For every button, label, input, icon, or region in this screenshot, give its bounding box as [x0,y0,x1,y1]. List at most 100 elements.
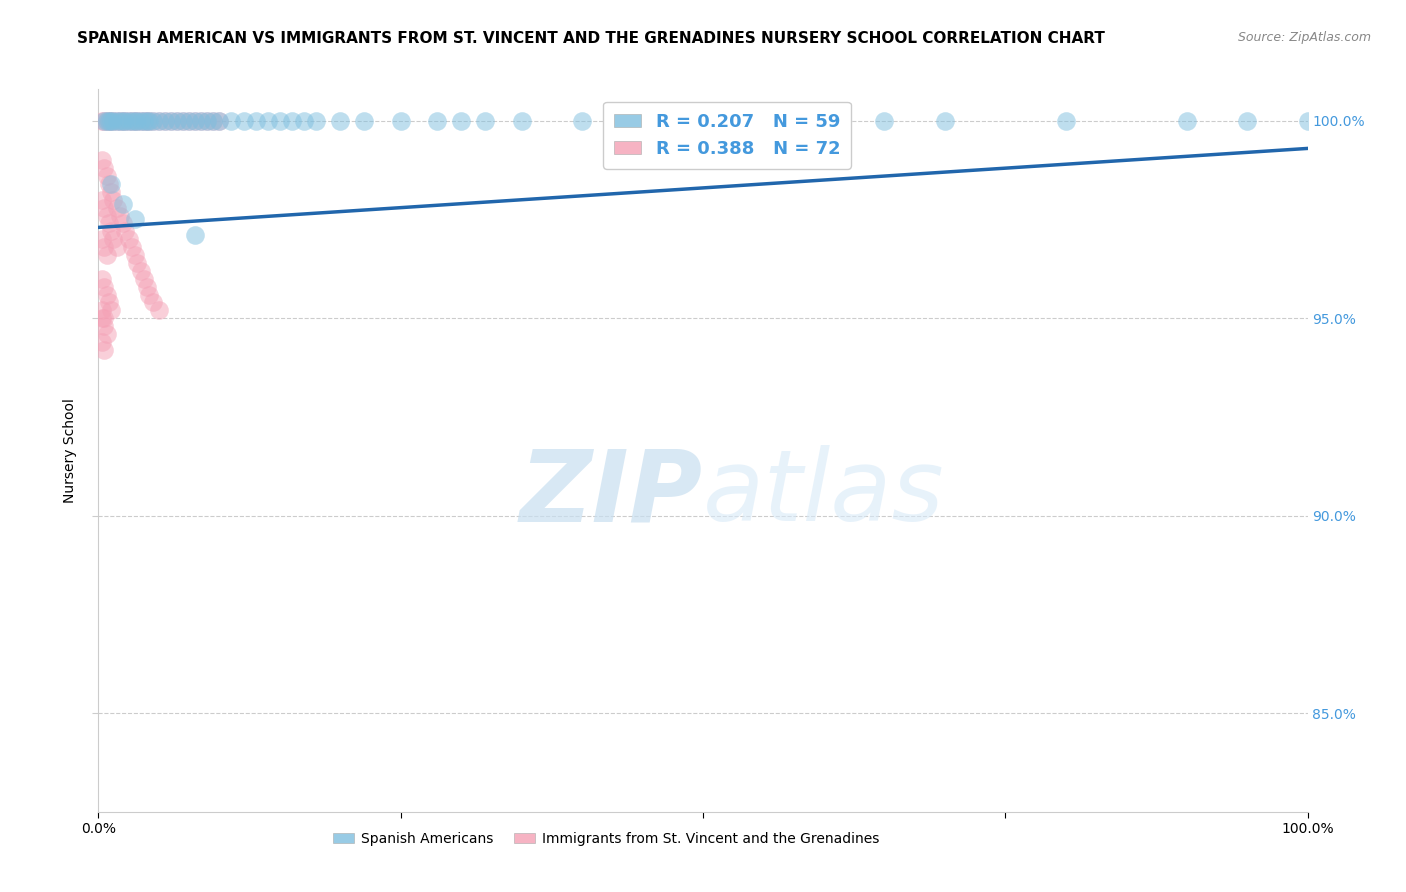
Point [93,113,115,128]
Point [114,113,136,128]
Point [142,113,165,128]
Point [148,303,170,318]
Point [98,295,121,310]
Point [934,113,956,128]
Point [166,113,188,128]
Point [813,113,835,128]
Point [153,113,176,128]
Point [269,113,291,128]
Point [127,113,149,128]
Point [1054,113,1077,128]
Point [153,113,176,128]
Point [118,113,141,128]
Point [127,256,149,270]
Point [121,113,143,128]
Point [100,303,122,318]
Point [135,113,157,128]
Point [1296,113,1319,128]
Point [134,113,156,128]
Point [256,113,278,128]
Point [135,113,157,128]
Point [93,161,115,176]
Point [91,193,114,207]
Point [100,113,122,128]
Point [138,113,160,128]
Point [100,177,122,191]
Point [124,113,146,128]
Point [184,113,207,128]
Point [221,113,243,128]
Point [91,334,114,349]
Point [172,113,194,128]
Point [127,113,149,128]
Point [101,113,124,128]
Point [96,287,118,301]
Point [571,113,593,128]
Point [245,113,267,128]
Point [96,209,118,223]
Point [184,228,207,243]
Point [105,201,128,215]
Point [202,113,225,128]
Point [202,113,225,128]
Point [190,113,212,128]
Point [752,113,775,128]
Point [124,248,146,262]
Y-axis label: Nursery School: Nursery School [63,398,77,503]
Point [138,113,160,128]
Point [91,271,114,285]
Point [96,248,118,262]
Point [292,113,315,128]
Point [93,279,115,293]
Point [142,295,165,310]
Point [93,319,115,334]
Point [98,113,121,128]
Point [134,113,156,128]
Point [873,113,896,128]
Point [98,113,121,128]
Legend: Spanish Americans, Immigrants from St. Vincent and the Grenadines: Spanish Americans, Immigrants from St. V… [328,827,884,852]
Point [426,113,449,128]
Point [111,113,134,128]
Point [114,224,136,238]
Point [91,303,114,318]
Point [160,113,183,128]
Point [105,113,128,128]
Point [195,113,218,128]
Point [305,113,328,128]
Point [692,113,714,128]
Point [172,113,194,128]
Point [195,113,218,128]
Point [232,113,254,128]
Point [93,113,115,128]
Point [148,113,170,128]
Point [129,113,152,128]
Point [118,113,141,128]
Point [1175,113,1198,128]
Point [135,279,157,293]
Point [124,212,146,227]
Point [148,113,170,128]
Point [100,185,122,199]
Point [105,113,128,128]
Text: SPANISH AMERICAN VS IMMIGRANTS FROM ST. VINCENT AND THE GRENADINES NURSERY SCHOO: SPANISH AMERICAN VS IMMIGRANTS FROM ST. … [77,31,1105,46]
Point [121,240,143,254]
Point [91,153,114,168]
Point [93,311,115,326]
Point [166,113,188,128]
Point [101,113,124,128]
Text: ZIP: ZIP [520,445,703,542]
Point [179,113,201,128]
Point [98,177,121,191]
Point [142,113,165,128]
Point [100,113,122,128]
Point [129,264,152,278]
Point [138,287,160,301]
Point [208,113,231,128]
Point [105,240,128,254]
Point [124,113,146,128]
Point [101,232,124,246]
Point [91,113,114,128]
Point [93,343,115,357]
Point [450,113,472,128]
